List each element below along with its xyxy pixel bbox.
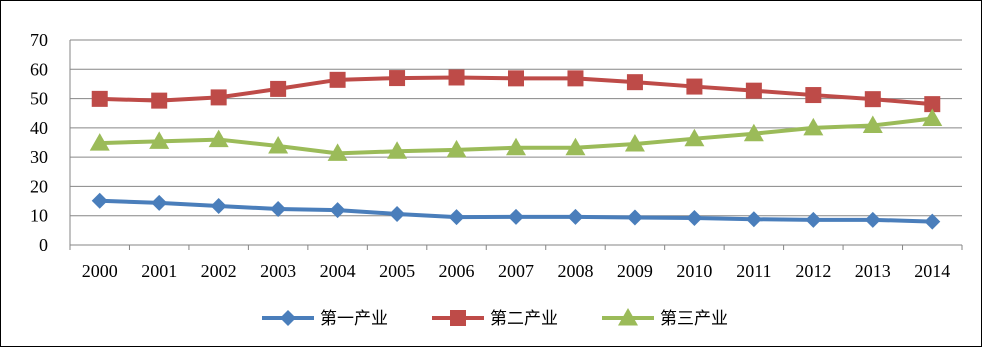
data-point-1-2002: [210, 198, 227, 215]
x-tick-label: 2012: [795, 261, 831, 281]
data-point-2-2010: [686, 78, 703, 95]
data-point-2-2014: [924, 96, 941, 113]
series-2: [91, 69, 941, 113]
y-tick-label: 40: [30, 118, 48, 138]
legend-marker: [280, 310, 296, 326]
x-tick-label: 2008: [557, 261, 593, 281]
data-point-3-2008: [565, 137, 586, 156]
data-point-3-2003: [268, 136, 289, 154]
x-tick-label: 2009: [617, 261, 653, 281]
y-tick-label: 10: [30, 206, 48, 226]
x-tick-label: 2011: [736, 261, 771, 281]
data-point-2-2007: [508, 70, 524, 87]
data-point-1-2012: [805, 211, 822, 228]
y-tick-label: 20: [30, 176, 48, 196]
data-point-2-2012: [805, 87, 822, 104]
data-point-1-2011: [745, 211, 762, 228]
y-tick-label: 50: [30, 89, 48, 109]
data-point-2-2001: [151, 92, 168, 109]
x-tick-label: 2014: [914, 261, 950, 281]
data-point-1-2009: [626, 209, 643, 226]
data-point-1-2000: [91, 192, 108, 209]
legend-label: 第二产业: [490, 309, 558, 329]
data-point-3-2011: [743, 123, 764, 142]
legend-item-1: 第一产业: [262, 309, 388, 329]
data-point-3-2012: [803, 117, 824, 136]
legend-item-2: 第二产业: [432, 309, 558, 329]
data-point-3-2000: [89, 133, 110, 151]
data-point-3-2002: [208, 129, 229, 148]
y-tick-label: 30: [30, 147, 48, 167]
legend-marker: [450, 310, 466, 326]
series-3: [89, 108, 943, 161]
axes: 0 10 20 30 40 50 60 70 2000 2001 2002 2003 2004 2005 2…: [30, 30, 963, 281]
x-tick-label: 2005: [379, 261, 415, 281]
data-point-2-2008: [567, 70, 584, 87]
data-point-1-2005: [389, 205, 406, 222]
data-point-2-2006: [448, 69, 465, 86]
x-tick-label: 2004: [320, 261, 356, 281]
data-point-3-2004: [327, 143, 348, 161]
series-layer: [89, 69, 943, 230]
legend: 第一产业 第二产业 第三产业: [262, 308, 728, 329]
x-tick-label: 2007: [498, 261, 534, 281]
legend-label: 第三产业: [660, 309, 728, 329]
data-point-3-2014: [922, 108, 943, 126]
x-tick-label: 2001: [141, 261, 177, 281]
data-point-3-2001: [149, 131, 170, 149]
data-point-1-2006: [448, 209, 465, 226]
data-point-3-2010: [684, 128, 705, 147]
data-point-2-2005: [389, 70, 406, 87]
x-tick-label: 2002: [201, 261, 237, 281]
series-1: [91, 192, 941, 230]
data-point-1-2013: [864, 211, 881, 228]
legend-label: 第一产业: [320, 309, 388, 329]
data-point-1-2001: [151, 194, 168, 211]
x-tick-label: 2000: [82, 261, 118, 281]
data-point-2-2003: [270, 80, 287, 97]
data-point-3-2006: [446, 139, 467, 158]
x-tick-label: 2006: [439, 261, 475, 281]
data-point-3-2007: [506, 137, 526, 156]
y-tick-label: 70: [30, 30, 48, 50]
data-point-2-2009: [626, 74, 643, 91]
data-point-1-2004: [329, 202, 346, 219]
data-point-1-2010: [686, 210, 703, 227]
legend-item-3: 第三产业: [602, 308, 728, 329]
data-point-3-2013: [862, 115, 883, 134]
data-point-3-2009: [624, 133, 645, 152]
data-point-1-2007: [508, 208, 524, 225]
data-point-1-2008: [567, 208, 584, 225]
data-point-2-2011: [745, 82, 762, 99]
x-tick-label: 2013: [855, 261, 891, 281]
data-point-3-2005: [387, 141, 408, 159]
y-tick-label: 60: [30, 59, 48, 79]
data-point-2-2013: [864, 91, 881, 108]
data-point-1-2003: [270, 200, 287, 217]
data-point-1-2014: [924, 213, 941, 230]
data-point-2-2002: [210, 89, 227, 106]
x-tick-label: 2010: [676, 261, 712, 281]
data-point-2-2000: [91, 90, 108, 107]
legend-marker: [618, 308, 638, 326]
data-point-2-2004: [329, 71, 346, 88]
x-tick-label: 2003: [260, 261, 296, 281]
y-tick-label: 0: [39, 235, 48, 255]
